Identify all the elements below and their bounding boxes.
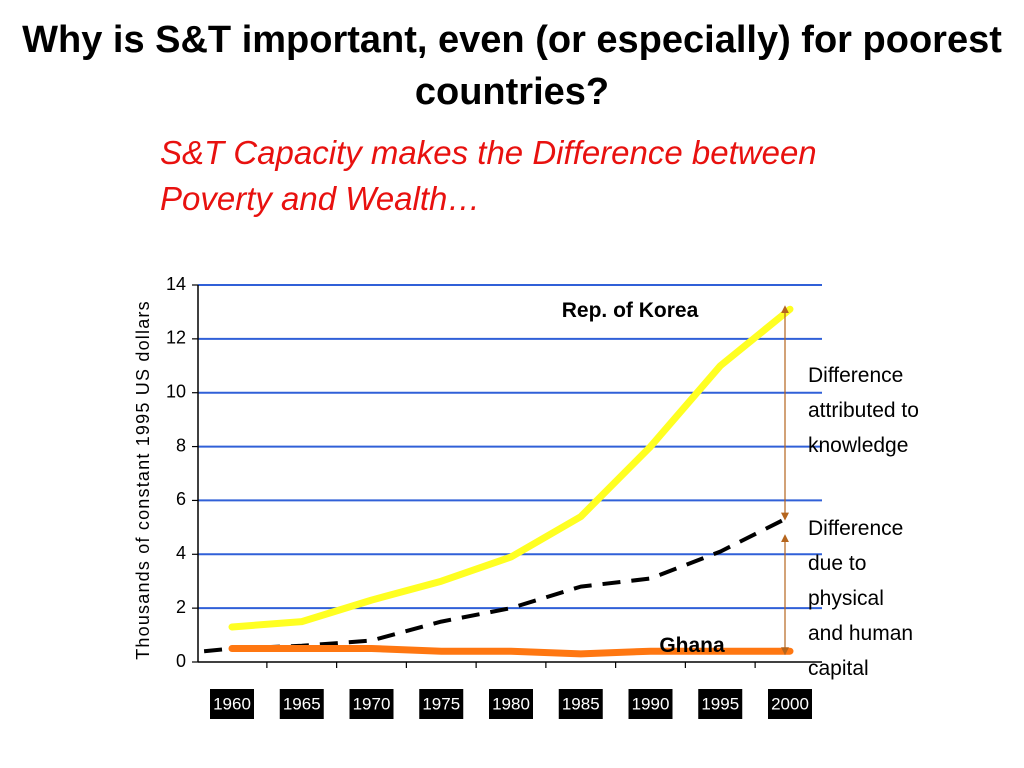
x-tick-label-1980: 1980 (492, 694, 530, 713)
x-tick-label-2000: 2000 (771, 694, 809, 713)
annotation-line: Difference (808, 517, 903, 540)
series-line-ghana (228, 645, 794, 658)
y-tick-label-14: 14 (166, 274, 186, 294)
annotation-line: knowledge (808, 434, 908, 457)
y-axis-label: Thousands of constant 1995 US dollars (133, 300, 153, 660)
x-tick-box-1960 (210, 689, 254, 719)
x-tick-box-1965 (279, 689, 324, 719)
series-line-korea (228, 305, 794, 631)
x-tick-box-1985 (558, 689, 603, 719)
y-tick-label-10: 10 (166, 381, 186, 401)
annotation-line: due to (808, 552, 866, 575)
annotation-line: and human (808, 622, 913, 645)
slide-subtitle: S&T Capacity makes the Difference betwee… (160, 134, 817, 217)
annotations: Difference attributed to knowledgeDifferen… (781, 305, 919, 680)
x-tick-box-1980 (489, 689, 533, 719)
axes: 0 2 4 6 8 10 12 14 (166, 274, 822, 671)
x-tick-box-2000 (768, 689, 812, 719)
y-tick-label-0: 0 (176, 651, 186, 671)
annotation-line: Difference (808, 364, 903, 387)
annotation-line: physical (808, 587, 884, 610)
x-tick-labels: 1960 1965 1970 1975 1980 1985 1990 1995 2000 (210, 689, 812, 719)
y-tick-label-6: 6 (176, 489, 186, 509)
slide-title: Why is S&T important, even (or especiall… (22, 19, 1002, 113)
x-tick-label-1965: 1965 (283, 694, 321, 713)
x-tick-box-1970 (349, 689, 394, 719)
annotation-text-2: Difference due to physical and human capital (808, 517, 913, 680)
series-line-dashed (203, 514, 791, 654)
annotation-text-1: Difference attributed to knowledge (808, 364, 919, 457)
series-label-korea: Rep. of Korea (562, 299, 699, 322)
series-lines (203, 305, 794, 658)
y-tick-label-12: 12 (166, 328, 186, 348)
x-tick-label-1960: 1960 (213, 694, 251, 713)
annotation-line: capital (808, 657, 869, 680)
x-tick-label-1995: 1995 (701, 694, 739, 713)
x-tick-label-1985: 1985 (562, 694, 600, 713)
y-tick-label-4: 4 (176, 543, 186, 563)
y-tick-label-2: 2 (176, 597, 186, 617)
x-tick-box-1975 (419, 689, 464, 719)
x-tick-label-1990: 1990 (632, 694, 670, 713)
annotation-line: attributed to (808, 399, 919, 422)
x-tick-box-1990 (628, 689, 673, 719)
series-label-ghana: Ghana (659, 634, 725, 657)
y-tick-label-8: 8 (176, 435, 186, 455)
x-tick-label-1970: 1970 (353, 694, 391, 713)
x-tick-box-1995 (698, 689, 743, 719)
x-tick-label-1975: 1975 (422, 694, 460, 713)
